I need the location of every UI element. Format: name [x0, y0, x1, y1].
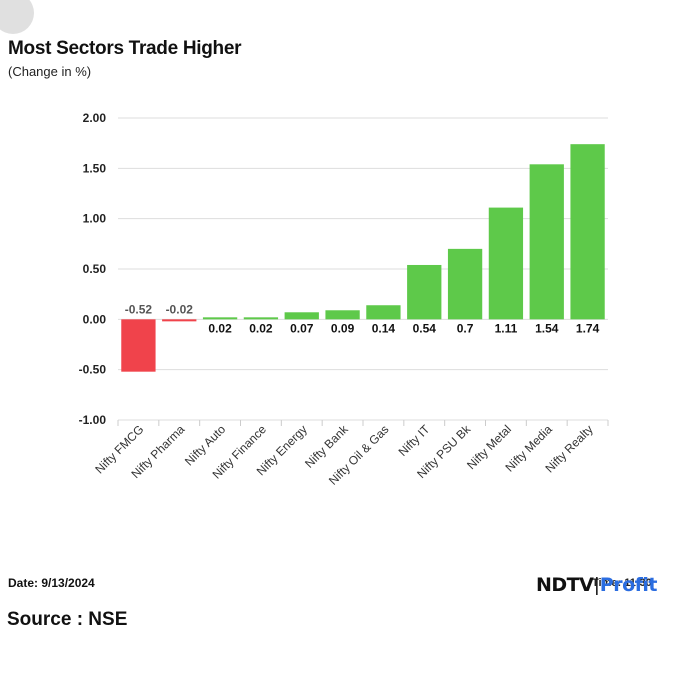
y-tick-label: -0.50	[79, 363, 107, 377]
bar-value-label: 0.14	[372, 321, 396, 335]
y-tick-label: 1.50	[83, 161, 107, 175]
bar	[570, 144, 605, 320]
y-tick-label: 0.00	[83, 312, 107, 326]
x-category-label: Nifty IT	[396, 422, 433, 459]
bar	[162, 319, 197, 322]
bar	[121, 319, 156, 372]
logo-ndtv-text: NDTV	[536, 574, 594, 596]
bar	[325, 310, 360, 320]
bar-value-label: 1.11	[495, 321, 518, 335]
bar	[202, 317, 238, 320]
bar-value-label: -0.52	[125, 302, 153, 316]
date-label: Date: 9/13/2024	[8, 576, 95, 590]
ndtv-profit-logo: NDTV|Profit	[536, 574, 658, 597]
source-label: Source : NSE	[7, 609, 128, 630]
bar	[529, 164, 564, 320]
y-tick-label: 0.50	[83, 262, 107, 276]
bar	[447, 248, 483, 320]
logo-profit-text: Profit	[599, 574, 658, 596]
bar-value-label: 0.07	[290, 321, 314, 335]
chart-subtitle: (Change in %)	[8, 64, 92, 79]
bar-chart: 2.00 1.50 1.00 0.50 0.00 -0.50 -1.00 -0.52 Nifty…	[79, 111, 609, 488]
bar-value-label: 0.02	[249, 321, 273, 335]
bar-value-label: 0.7	[457, 321, 474, 335]
bar-value-label: 1.74	[576, 321, 600, 335]
y-tick-label: 2.00	[83, 111, 107, 125]
bar-value-label: 0.09	[331, 321, 355, 335]
bar-value-label: 0.02	[208, 321, 232, 335]
y-tick-label: -1.00	[79, 413, 107, 427]
bar-value-label: -0.02	[166, 302, 194, 316]
bar	[407, 264, 442, 320]
logo-separator: |	[594, 575, 599, 596]
chart-title: Most Sectors Trade Higher	[8, 38, 242, 59]
bar	[488, 207, 524, 320]
bar-value-label: 1.54	[535, 321, 559, 335]
bar	[366, 305, 401, 320]
bar-value-label: 0.54	[413, 321, 437, 335]
bar	[284, 312, 319, 320]
time-label: Time: 11:30	[592, 577, 652, 589]
y-tick-label: 1.00	[83, 212, 107, 226]
bar	[243, 317, 279, 320]
